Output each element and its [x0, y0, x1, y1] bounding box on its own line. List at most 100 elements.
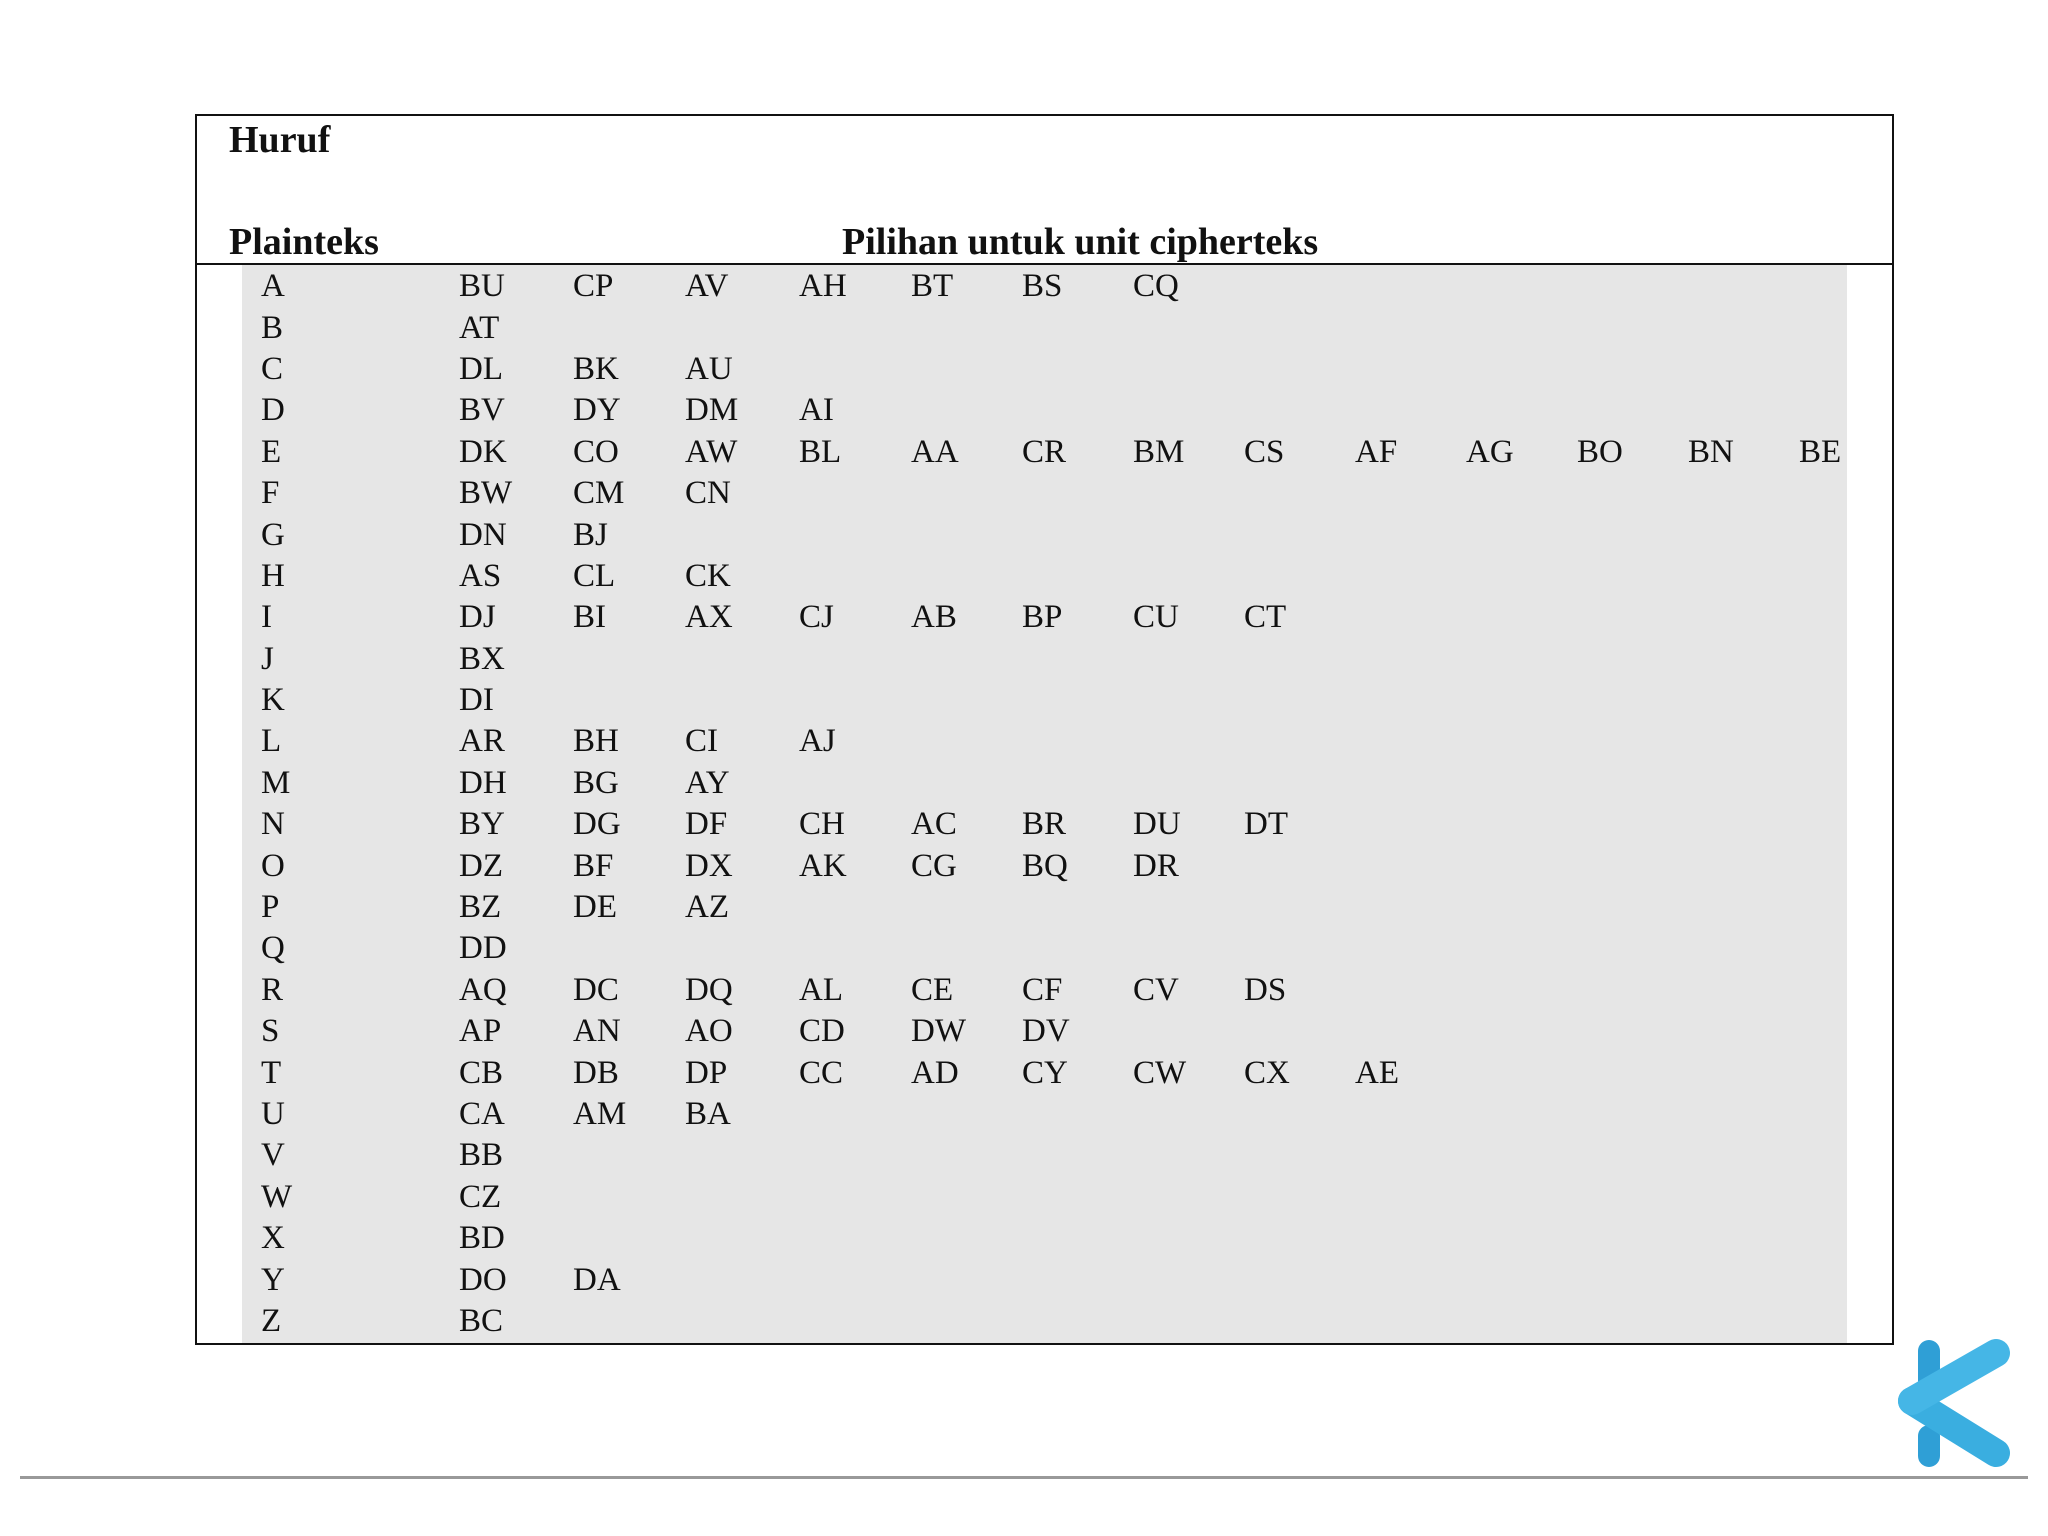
ciphertext-unit: AY: [685, 764, 730, 801]
ciphertext-unit: DF: [685, 806, 728, 843]
ciphertext-unit: AA: [911, 433, 959, 470]
ciphertext-unit: AK: [799, 847, 847, 884]
table-row: S AP AN AO CD DW DV: [261, 1011, 1910, 1052]
ciphertext-unit: BO: [1577, 433, 1623, 470]
table-row: V BB: [261, 1135, 1910, 1176]
plaintext-letter: F: [261, 475, 280, 512]
footer-rule: [20, 1476, 2028, 1479]
ciphertext-unit: DG: [573, 806, 621, 843]
ciphertext-unit: BS: [1022, 268, 1063, 305]
ciphertext-unit: CI: [685, 723, 718, 760]
ciphertext-unit: AV: [685, 268, 729, 305]
plaintext-letter: Q: [261, 930, 285, 967]
ciphertext-unit: AX: [685, 599, 733, 636]
ciphertext-unit: DR: [1133, 847, 1179, 884]
ciphertext-unit: BL: [799, 433, 842, 470]
ciphertext-unit: BY: [459, 806, 505, 843]
ciphertext-unit: AD: [911, 1054, 959, 1091]
ciphertext-unit: AS: [459, 557, 502, 594]
ciphertext-unit: DP: [685, 1054, 728, 1091]
ciphertext-unit: BM: [1133, 433, 1185, 470]
ciphertext-unit: CA: [459, 1096, 505, 1132]
ciphertext-unit: CY: [1022, 1054, 1068, 1091]
ciphertext-unit: DQ: [685, 971, 733, 1008]
plaintext-letter: P: [261, 889, 280, 926]
plaintext-letter: E: [261, 433, 282, 470]
ciphertext-unit: CS: [1244, 433, 1285, 470]
ciphertext-unit: DM: [685, 392, 739, 429]
table-row: J BX: [261, 639, 1910, 680]
ciphertext-unit: BC: [459, 1302, 504, 1339]
ciphertext-unit: CR: [1022, 433, 1067, 470]
ciphertext-unit: CO: [573, 433, 619, 470]
ciphertext-unit: BH: [573, 723, 619, 760]
ciphertext-unit: AI: [799, 392, 834, 429]
ciphertext-unit: DL: [459, 350, 503, 387]
table-row: W CZ: [261, 1177, 1910, 1218]
plaintext-letter: M: [261, 764, 291, 801]
cipher-table: Huruf Plainteks Pilihan untuk unit ciphe…: [195, 114, 1894, 1345]
ciphertext-unit: BP: [1022, 599, 1063, 636]
plaintext-letter: Y: [261, 1261, 285, 1298]
header-divider: [197, 263, 1892, 265]
ciphertext-unit: DT: [1244, 806, 1288, 843]
ciphertext-unit: BZ: [459, 889, 502, 926]
plaintext-letter: R: [261, 971, 284, 1008]
table-row: D BV DY DM AI: [261, 390, 1910, 431]
table-body: A BU CP AV AH BT BS CQ B AT C DL BK AU D BV DY DM AI E DK CO A…: [261, 266, 1910, 1342]
ciphertext-unit: AZ: [685, 889, 729, 926]
ciphertext-unit: DB: [573, 1054, 619, 1091]
ciphertext-unit: DS: [1244, 971, 1287, 1008]
ciphertext-unit: BN: [1688, 433, 1734, 470]
plaintext-letter: B: [261, 309, 284, 346]
ciphertext-unit: BW: [459, 475, 513, 512]
table-row: C DL BK AU: [261, 349, 1910, 390]
table-body-background: [242, 265, 1847, 1343]
plaintext-letter: V: [261, 1137, 285, 1174]
plaintext-letter: K: [261, 682, 285, 719]
ciphertext-unit: DE: [573, 889, 617, 926]
ciphertext-unit: AL: [799, 971, 843, 1008]
k-logo-icon: [1898, 1339, 2010, 1467]
ciphertext-unit: DU: [1133, 806, 1181, 843]
ciphertext-unit: DO: [459, 1261, 507, 1298]
ciphertext-unit: AB: [911, 599, 957, 636]
ciphertext-unit: CU: [1133, 599, 1179, 636]
ciphertext-unit: AR: [459, 723, 505, 760]
ciphertext-unit: DN: [459, 516, 507, 553]
plaintext-letter: I: [261, 599, 272, 636]
plaintext-letter: N: [261, 806, 285, 843]
table-row: G DN BJ: [261, 514, 1910, 555]
plaintext-letter: C: [261, 350, 284, 387]
table-row: Z BC: [261, 1301, 1910, 1342]
ciphertext-unit: BJ: [573, 516, 608, 553]
ciphertext-unit: AG: [1466, 433, 1514, 470]
ciphertext-unit: DY: [573, 392, 621, 429]
ciphertext-unit: AW: [685, 433, 738, 470]
ciphertext-unit: DK: [459, 433, 507, 470]
table-row: A BU CP AV AH BT BS CQ: [261, 266, 1910, 307]
plaintext-letter: S: [261, 1013, 280, 1050]
ciphertext-options-header: Pilihan untuk unit cipherteks: [842, 221, 1319, 263]
ciphertext-unit: BK: [573, 350, 619, 387]
ciphertext-unit: BB: [459, 1137, 504, 1174]
plaintext-letter: A: [261, 268, 285, 305]
ciphertext-unit: CW: [1133, 1054, 1187, 1091]
ciphertext-unit: AN: [573, 1013, 621, 1050]
ciphertext-unit: CN: [685, 475, 731, 512]
ciphertext-unit: BR: [1022, 806, 1067, 843]
ciphertext-unit: DA: [573, 1261, 621, 1298]
ciphertext-unit: AM: [573, 1096, 627, 1132]
ciphertext-unit: BE: [1799, 433, 1842, 470]
ciphertext-unit: AO: [685, 1013, 733, 1050]
plaintext-letter: Z: [261, 1302, 282, 1339]
table-row: Q DD: [261, 928, 1910, 969]
ciphertext-unit: AH: [799, 268, 847, 305]
ciphertext-unit: CC: [799, 1054, 844, 1091]
ciphertext-unit: CB: [459, 1054, 504, 1091]
ciphertext-unit: CF: [1022, 971, 1063, 1008]
ciphertext-unit: CK: [685, 557, 731, 594]
ciphertext-unit: CX: [1244, 1054, 1290, 1091]
ciphertext-unit: DX: [685, 847, 733, 884]
table-row: T CB DB DP CC AD CY CW CX AE: [261, 1052, 1910, 1093]
